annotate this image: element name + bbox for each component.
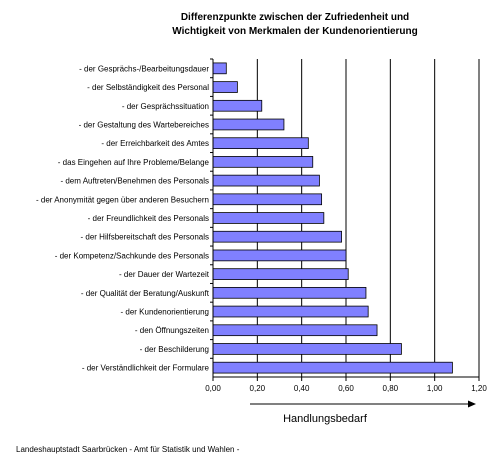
source-footer: Landeshauptstadt Saarbrücken - Amt für S… <box>16 445 240 454</box>
bar <box>212 118 285 131</box>
bar <box>212 268 349 280</box>
category-label: - der Gesprächssituation <box>122 102 209 111</box>
category-label: - der Dauer der Wartezeit <box>119 270 210 279</box>
category-label: - der Gestaltung des Wartebereiches <box>79 120 209 129</box>
x-tick-label: 1,20 <box>471 384 487 393</box>
category-label: - der Anonymität gegen über anderen Besu… <box>36 195 209 204</box>
category-label: - den Öffnungszeiten <box>135 326 209 335</box>
bar <box>212 305 369 318</box>
bar <box>212 81 238 93</box>
chart-title-line-1: Differenzpunkte zwischen der Zufriedenhe… <box>180 12 410 23</box>
category-label: - der Kompetenz/Sachkunde des Personals <box>55 251 209 260</box>
category-label: - der Erreichbarkeit des Amtes <box>101 139 209 148</box>
x-tick-label: 0,20 <box>250 384 266 393</box>
bar <box>212 343 402 355</box>
bar <box>212 193 323 206</box>
x-tick-label: 0,80 <box>383 384 399 393</box>
category-label: - das Eingehen auf Ihre Probleme/Belange <box>58 158 210 167</box>
category-label: - der Qualität der Beratung/Auskunft <box>81 289 210 298</box>
bar <box>212 286 367 299</box>
x-tick-label: 0,00 <box>205 384 221 393</box>
bar <box>212 137 309 150</box>
bar <box>212 156 314 168</box>
chart-title-line-2: Wichtigkeit von Merkmalen der Kundenorie… <box>172 26 418 37</box>
x-tick-label: 0,60 <box>338 384 354 393</box>
category-label: - dem Auftreten/Benehmen des Personals <box>60 177 209 186</box>
x-tick-label: 0,40 <box>294 384 310 393</box>
x-tick-labels: 0,00 0,20 0,40 0,60 0,80 1,00 1,20 <box>205 384 487 393</box>
x-axis-arrow <box>250 400 476 408</box>
category-label: - der Beschilderung <box>140 345 209 354</box>
chart-title: Differenzpunkte zwischen der Zufriedenhe… <box>150 11 440 39</box>
bar <box>212 62 227 75</box>
category-labels: - der Gesprächs-/Bearbeitungsdauer - der … <box>36 64 210 372</box>
bar <box>212 99 263 112</box>
bar <box>212 230 342 243</box>
category-label: - der Kundenorientierung <box>120 308 209 317</box>
category-label: - der Freundlichkeit des Personals <box>88 214 209 223</box>
bar <box>212 249 347 262</box>
bar <box>212 324 378 337</box>
bar <box>212 361 453 374</box>
bars-layer <box>212 62 453 374</box>
bar <box>212 212 325 224</box>
bar <box>212 174 320 187</box>
category-label: - der Selbständigkeit des Personal <box>87 83 209 92</box>
x-axis-label: Handlungsbedarf <box>283 413 368 425</box>
category-label: - der Verständlichkeit der Formulare <box>82 364 210 373</box>
category-label: - der Hilfsbereitschaft des Personals <box>81 233 210 242</box>
category-label: - der Gesprächs-/Bearbeitungsdauer <box>79 64 209 73</box>
x-tick-label: 1,00 <box>427 384 443 393</box>
axis-layer <box>210 58 480 381</box>
